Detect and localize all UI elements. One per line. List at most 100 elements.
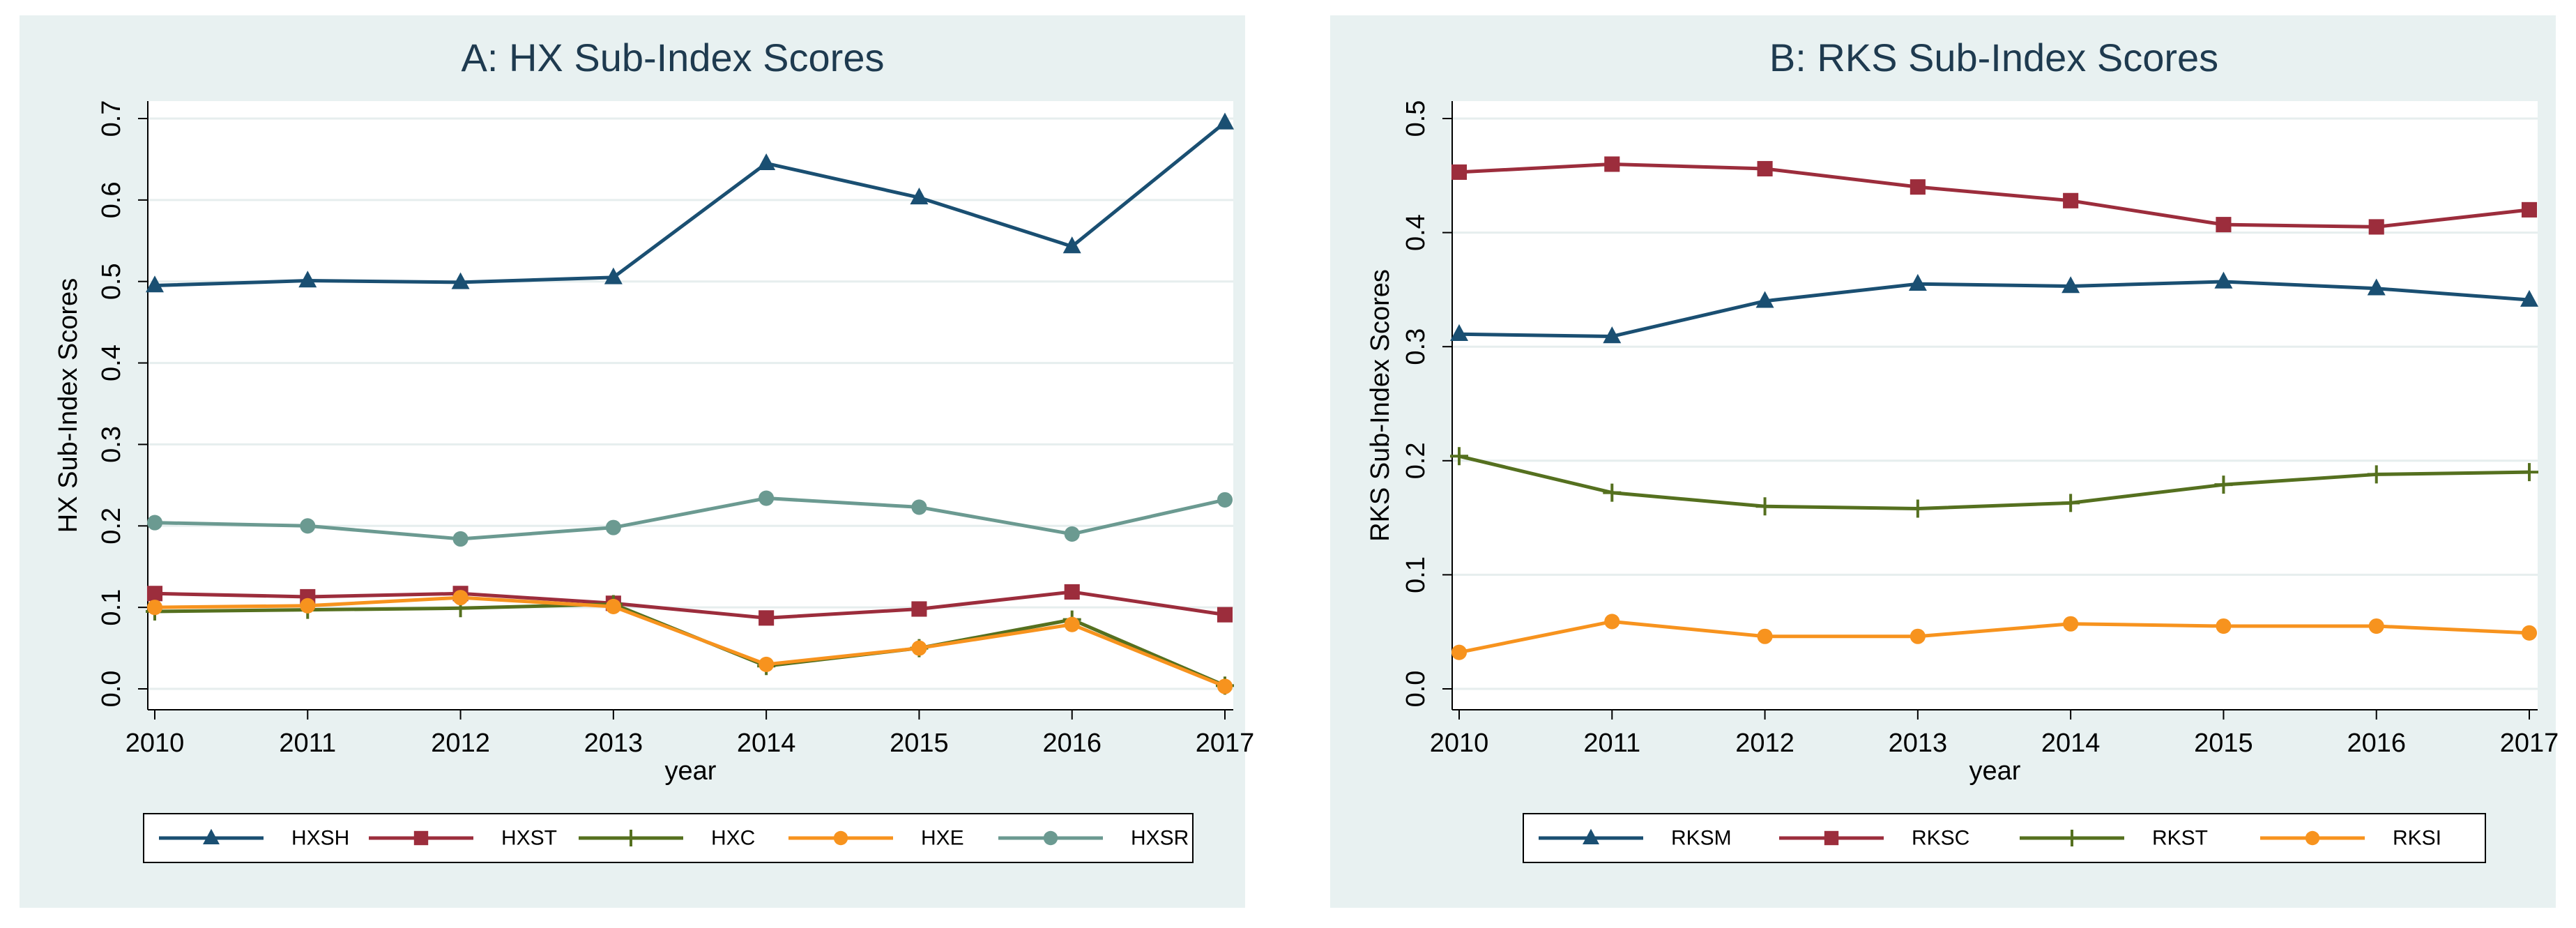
legend-label: HXSR [1131, 827, 1189, 850]
data-point [605, 519, 621, 535]
legend-swatch-marker [2064, 830, 2080, 846]
data-point [2368, 618, 2384, 634]
y-tick-label: 0.5 [1401, 100, 1431, 137]
data-point [759, 610, 775, 626]
data-point [1755, 291, 1774, 308]
data-point [1217, 607, 1233, 623]
data-point [2063, 616, 2079, 632]
legend-label: RKSM [1671, 827, 1732, 850]
legend-label: HXSH [291, 827, 349, 850]
legend-item: HXST [369, 827, 557, 850]
legend-item: HXSR [998, 827, 1189, 850]
data-point [300, 518, 316, 534]
data-point [1064, 616, 1080, 632]
data-point [300, 598, 316, 614]
data-point [146, 275, 164, 293]
y-tick-label: 0.2 [1401, 442, 1431, 479]
legend-item: RKST [2020, 827, 2208, 850]
x-tick-label: 2011 [279, 729, 336, 758]
data-point [911, 601, 927, 617]
data-point [1451, 164, 1468, 180]
series-line [154, 590, 1226, 620]
x-tick-label: 2013 [584, 729, 643, 758]
series-rksc [1451, 156, 2538, 235]
data-point [2061, 276, 2080, 294]
series-rksi [1451, 614, 2538, 660]
legend-swatch-marker [413, 830, 429, 846]
chart-title: A: HX Sub-Index Scores [462, 36, 885, 79]
x-tick-label: 2017 [2500, 729, 2559, 758]
data-point [1757, 160, 1773, 177]
data-point [2216, 217, 2232, 233]
y-tick-label: 0.4 [1401, 214, 1431, 251]
data-point [1910, 179, 1926, 195]
data-point [2063, 192, 2079, 208]
legend-label: HXE [921, 827, 964, 850]
data-point [2367, 465, 2386, 484]
data-point [2520, 289, 2538, 307]
data-point [2367, 278, 2386, 296]
chart-title: B: RKS Sub-Index Scores [1769, 36, 2218, 79]
y-tick-label: 0.1 [1401, 556, 1431, 593]
x-tick-label: 2014 [737, 729, 796, 758]
data-point [1450, 324, 1468, 341]
legend-item: HXE [788, 827, 964, 850]
legend-label: HXC [711, 827, 755, 850]
x-tick-label: 2014 [2041, 729, 2101, 758]
y-tick-label: 0.4 [97, 344, 126, 381]
series-hxsr [146, 490, 1233, 547]
y-tick-label: 0.0 [1401, 671, 1431, 708]
legend-swatch-marker [2305, 830, 2320, 846]
series-line [154, 595, 1226, 688]
data-point [1450, 447, 1468, 466]
series-line [1458, 162, 2530, 229]
series-line [1458, 280, 2530, 338]
legend-label: HXST [501, 827, 557, 850]
data-point [911, 640, 927, 656]
data-point [911, 499, 927, 515]
legend-swatch-marker [1583, 828, 1599, 844]
x-tick-label: 2011 [1583, 729, 1640, 758]
legend-swatch-marker [623, 830, 639, 846]
legend-item: HXC [579, 827, 755, 850]
legend-label: RKSI [2393, 827, 2441, 850]
data-point [1217, 492, 1233, 508]
data-point [605, 598, 621, 615]
x-tick-label: 2012 [1735, 729, 1794, 758]
series-line [1458, 619, 2530, 655]
series-line [154, 121, 1226, 288]
legend-label: RKSC [1912, 827, 1969, 850]
data-point [1908, 499, 1927, 518]
x-tick-label: 2010 [1430, 729, 1489, 758]
legend-item: RKSM [1539, 827, 1732, 850]
data-point [452, 531, 468, 547]
series-rkst [1450, 447, 2538, 518]
chart-1: 0.0 0.1 0.2 0.3 0.4 0.5 0.6 0.7 2010 2011 2012 2013… [20, 15, 1254, 908]
data-point [2368, 219, 2384, 235]
legend-label: RKST [2152, 827, 2208, 850]
data-point [604, 267, 623, 284]
data-point [451, 272, 470, 289]
series-hxe [146, 590, 1233, 694]
data-point [1755, 497, 1774, 516]
y-tick-label: 0.0 [97, 671, 126, 708]
data-point [1064, 526, 1080, 542]
y-tick-label: 0.6 [97, 181, 126, 218]
data-point [757, 153, 776, 171]
legend-item: RKSC [1779, 827, 1969, 850]
data-point [2214, 476, 2233, 494]
data-point [146, 515, 163, 531]
series-hxsh [146, 112, 1234, 293]
x-tick-label: 2016 [1042, 729, 1102, 758]
legend: HXSH HXST HXC HXE HXSR [143, 813, 1194, 863]
y-tick-label: 0.5 [97, 263, 126, 300]
data-point [1908, 273, 1927, 291]
chart-2: 0.0 0.1 0.2 0.3 0.4 0.5 2010 2011 2012 2013 2014 20… [1330, 15, 2559, 908]
x-tick-label: 2012 [431, 729, 490, 758]
x-axis-label: year [665, 756, 717, 786]
plot-area [1452, 101, 2538, 710]
data-point [759, 490, 775, 506]
x-tick-label: 2015 [890, 729, 949, 758]
data-point [452, 590, 468, 606]
y-tick-label: 0.3 [97, 426, 126, 463]
